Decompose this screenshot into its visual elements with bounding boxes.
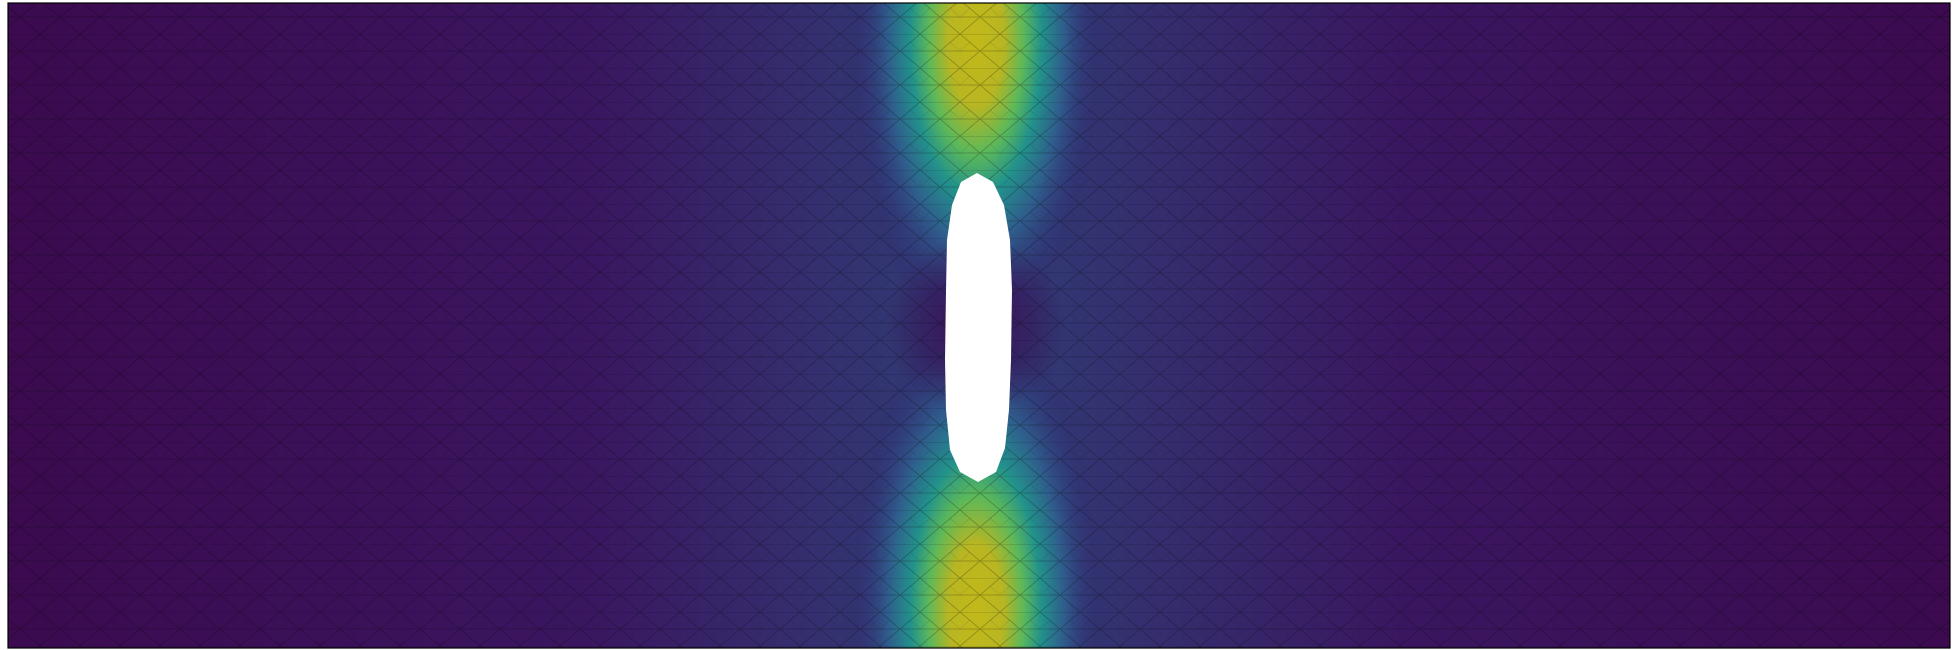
slot-hole: [945, 173, 1012, 482]
plate-outline: [7, 2, 1951, 649]
plate-body: [8, 3, 1950, 648]
